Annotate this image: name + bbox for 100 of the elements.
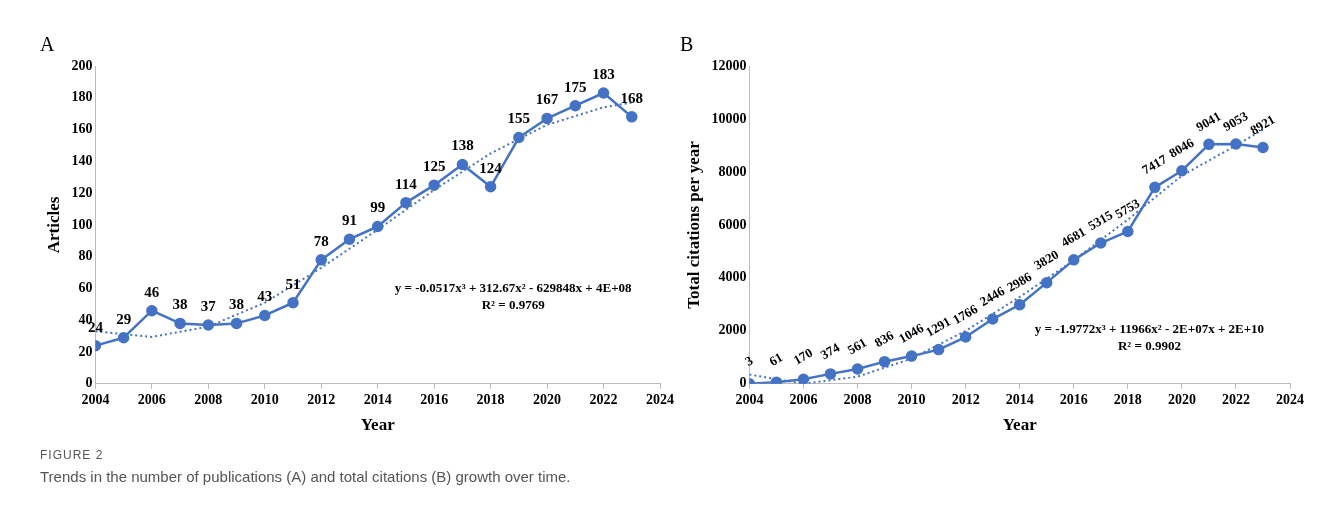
data-label: 29: [116, 310, 132, 327]
data-label: 43: [257, 288, 273, 305]
x-tick-label: 2004: [735, 391, 764, 407]
x-tick-label: 2010: [250, 391, 279, 407]
x-tick-label: 2006: [137, 391, 166, 407]
point: [1122, 225, 1134, 238]
data-label: 374: [817, 339, 843, 363]
point: [400, 196, 412, 209]
point: [117, 331, 130, 344]
x-tick-label: 2008: [194, 391, 223, 407]
data-label: 91: [341, 212, 357, 229]
y-tick-label: 60: [78, 280, 93, 296]
x-axis-title: Year: [360, 415, 396, 435]
point: [851, 363, 864, 375]
point: [287, 297, 299, 309]
x-tick-label: 2008: [843, 391, 872, 407]
data-label: 561: [844, 334, 870, 358]
point: [1230, 138, 1242, 150]
point: [371, 220, 384, 233]
y-axis-title: Articles: [43, 196, 63, 254]
data-label: 138: [451, 137, 474, 154]
data-label: 183: [592, 65, 615, 82]
data-label: 836: [871, 327, 897, 351]
point: [484, 181, 497, 193]
data-label: 168: [620, 89, 644, 106]
point: [1149, 181, 1161, 194]
point: [797, 373, 810, 384]
y-tick-label: 140: [71, 152, 93, 168]
x-tick-label: 2024: [1276, 391, 1304, 407]
x-tick-label: 2016: [420, 391, 449, 407]
point: [1257, 141, 1269, 154]
x-tick-label: 2022: [589, 391, 618, 407]
x-tick-label: 2014: [1005, 391, 1034, 407]
point: [513, 131, 525, 144]
point: [597, 87, 610, 99]
annotation: y = -0.0517x³ + 312.67x² - 629848x + 4E+08: [394, 279, 633, 295]
point: [569, 99, 582, 112]
point: [230, 317, 243, 330]
x-tick-label: 2024: [646, 391, 674, 407]
x-tick-label: 2014: [363, 391, 392, 407]
point: [905, 350, 918, 362]
x-tick-label: 2012: [951, 391, 980, 407]
data-label: 99: [370, 199, 386, 216]
data-label: 46: [144, 283, 160, 300]
data-label: 125: [422, 158, 446, 175]
x-tick-label: 2018: [1113, 391, 1142, 407]
caption: FIGURE 2: [40, 448, 105, 462]
data-label: 37: [200, 297, 217, 314]
data-label: 114: [395, 175, 418, 192]
data-label: 38: [172, 296, 188, 313]
y-tick-label: 8000: [718, 163, 747, 179]
data-label: 175: [564, 78, 587, 95]
x-tick-label: 2020: [533, 391, 562, 407]
point: [824, 368, 837, 380]
data-label: 51: [285, 275, 301, 292]
y-tick-label: 2000: [718, 322, 747, 338]
point: [343, 233, 356, 245]
point: [1176, 164, 1188, 177]
x-tick-label: 2020: [1167, 391, 1196, 407]
point: [315, 254, 327, 266]
data-label: 167: [535, 91, 559, 108]
data-label: 38: [229, 296, 245, 313]
point: [259, 309, 271, 322]
y-tick-label: 0: [739, 375, 747, 391]
point: [456, 158, 469, 171]
data-label: 155: [507, 110, 531, 127]
chart-title: B: [680, 33, 694, 56]
point: [202, 319, 215, 331]
x-tick-label: 2010: [897, 391, 926, 407]
data-label: 170: [790, 344, 816, 368]
point: [986, 313, 999, 325]
point: [1068, 254, 1080, 266]
point: [541, 112, 553, 125]
x-tick-label: 2022: [1221, 391, 1250, 407]
x-tick-label: 2012: [307, 391, 336, 407]
y-tick-label: 6000: [718, 216, 747, 232]
y-tick-label: 200: [71, 57, 93, 73]
y-tick-label: 80: [78, 248, 93, 264]
y-tick-label: 120: [71, 184, 93, 200]
data-label: 3: [742, 352, 756, 369]
y-tick-label: 20: [78, 343, 93, 359]
data-label: 78: [313, 232, 329, 249]
x-tick-label: 2018: [476, 391, 505, 407]
annotation: R² = 0.9769: [481, 296, 546, 312]
point: [1040, 276, 1053, 289]
annotation: y = -1.9772x³ + 11966x² - 2E+07x + 2E+10: [1034, 321, 1265, 337]
y-tick-label: 10000: [711, 110, 747, 126]
point: [1013, 298, 1026, 311]
x-axis-title: Year: [1002, 415, 1038, 435]
point: [428, 179, 440, 191]
y-tick-label: 12000: [711, 57, 747, 73]
text: Trends in the number of publications (A) and total citations (B) growth over time.: [40, 468, 571, 485]
y-tick-label: 0: [85, 375, 93, 391]
x-tick-label: 2004: [81, 391, 110, 407]
point: [146, 304, 158, 317]
point: [1095, 237, 1107, 249]
point: [959, 331, 972, 343]
point: [1203, 138, 1215, 151]
data-label: 124: [479, 159, 503, 176]
point: [932, 343, 945, 356]
